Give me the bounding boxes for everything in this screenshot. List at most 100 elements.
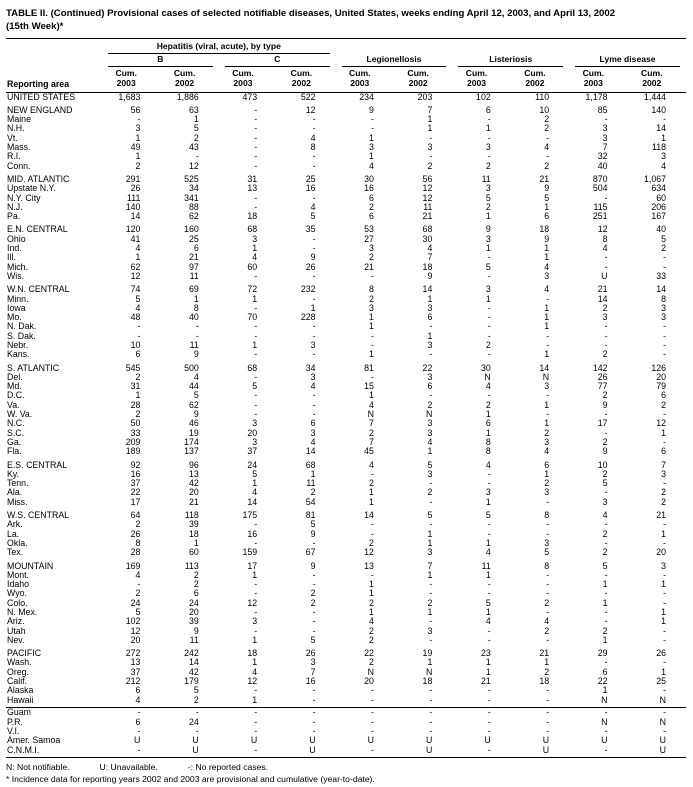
value-cell: 2 xyxy=(310,597,316,608)
value-cell: 1 xyxy=(485,537,491,548)
value-cell: - xyxy=(429,519,433,530)
value-cell: 21 xyxy=(656,510,666,521)
value-cell: 4 xyxy=(485,616,491,627)
value-cell: - xyxy=(487,270,491,281)
value-cell: 1 xyxy=(427,114,433,125)
value-cell: 3 xyxy=(369,142,374,153)
value-cell: 28 xyxy=(130,399,141,410)
value-cell: 21 xyxy=(539,648,550,659)
table-row: Kans. 6 9 - - 1 - - 1 2 - xyxy=(6,349,686,359)
value-cell: 81 xyxy=(305,510,316,521)
value-cell: 4 xyxy=(193,371,199,382)
value-cell: 1 xyxy=(252,569,258,580)
value-cell: 68 xyxy=(422,224,433,235)
value-cell: - xyxy=(663,685,666,696)
reporting-area-cell: Okla. xyxy=(7,538,28,548)
value-cell: 42 xyxy=(188,478,199,489)
value-cell: 3 xyxy=(252,436,258,447)
value-cell: 19 xyxy=(188,427,199,438)
value-cell: 12 xyxy=(247,676,258,687)
column-header: Cum. 2002 xyxy=(627,66,686,93)
value-cell: 3 xyxy=(485,233,491,244)
value-cell: - xyxy=(546,707,550,718)
reporting-area-cell: R.I. xyxy=(7,152,21,162)
footnote-unavailable: U: Unavailable. xyxy=(99,762,158,773)
reporting-area-cell: Wyo. xyxy=(7,589,27,599)
reporting-area-cell: Ala. xyxy=(7,488,23,498)
value-cell: - xyxy=(604,114,608,125)
value-cell: 2 xyxy=(544,666,550,677)
value-cell: 16 xyxy=(305,676,316,687)
value-cell: 6 xyxy=(135,685,141,696)
value-cell: 2 xyxy=(602,547,608,558)
value-cell: 2 xyxy=(544,427,550,438)
reporting-area-cell: Mich. xyxy=(7,262,29,272)
header-spacer xyxy=(335,38,453,54)
table-row: Ark. 2 39 - 5 - - - - - - xyxy=(6,519,686,530)
value-cell: - xyxy=(487,579,491,590)
value-cell: 5 xyxy=(135,607,141,617)
reporting-area-cell: Md. xyxy=(7,382,22,392)
value-cell: 1 xyxy=(485,211,491,222)
legionellosis-label: Legionellosis xyxy=(341,54,447,67)
value-cell: 3 xyxy=(544,487,550,498)
value-cell: 8 xyxy=(193,302,199,313)
value-cell: 2 xyxy=(427,597,433,608)
value-cell: 53 xyxy=(364,224,374,235)
table-row: MOUNTAIN 169 113 17 9 13 7 11 8 5 3 xyxy=(6,560,686,571)
value-cell: 10 xyxy=(597,459,608,470)
value-cell: 5 xyxy=(485,597,491,608)
value-cell: 18 xyxy=(247,211,258,222)
reporting-area-cell: Colo. xyxy=(7,598,28,608)
value-cell: - xyxy=(546,390,550,401)
value-cell: 18 xyxy=(247,648,258,659)
value-cell: - xyxy=(137,707,141,718)
value-cell: - xyxy=(371,707,374,718)
value-cell: 2 xyxy=(602,625,608,636)
value-cell: N xyxy=(425,409,433,420)
value-cell: - xyxy=(371,330,374,341)
value-cell: 14 xyxy=(422,284,433,295)
value-cell: 33 xyxy=(130,427,141,438)
value-cell: - xyxy=(312,707,316,718)
value-cell: 1 xyxy=(310,302,316,313)
value-cell: 7 xyxy=(369,418,374,429)
reporting-area-cell: Ga. xyxy=(7,437,22,447)
value-cell: - xyxy=(663,252,666,263)
value-cell: 26 xyxy=(597,371,608,382)
value-cell: 8 xyxy=(602,233,608,244)
value-cell: 20 xyxy=(188,607,199,617)
value-cell: - xyxy=(604,657,608,668)
value-cell: - xyxy=(312,579,316,590)
value-cell: - xyxy=(487,302,491,313)
value-cell: - xyxy=(371,569,374,580)
value-cell: 8 xyxy=(485,436,491,447)
value-cell: 1 xyxy=(485,666,491,677)
value-cell: U xyxy=(601,735,608,746)
value-cell: 4 xyxy=(369,160,374,171)
reporting-area-cell: Ill. xyxy=(7,253,16,263)
value-cell: 1 xyxy=(544,312,550,323)
value-cell: 8 xyxy=(369,284,374,295)
value-cell: - xyxy=(254,330,258,341)
value-cell: 234 xyxy=(359,91,374,102)
table-row: Idaho - 2 - - 1 - - - 1 1 xyxy=(6,579,686,590)
value-cell: 522 xyxy=(300,91,316,102)
table-row: La. 26 18 16 9 - 1 - - 2 1 xyxy=(6,529,686,539)
table-row: Conn. 2 12 - - 4 2 2 2 40 4 xyxy=(6,160,686,171)
value-cell: 228 xyxy=(300,312,316,323)
value-cell: 2 xyxy=(369,427,374,438)
table-row: N.J. 140 88 - 4 2 11 2 1 115 206 xyxy=(6,202,686,212)
value-cell: 500 xyxy=(184,362,199,373)
value-cell: 7 xyxy=(427,560,433,571)
value-cell: 21 xyxy=(597,284,608,295)
reporting-area-cell: Wash. xyxy=(7,658,32,668)
table-row: E.N. CENTRAL 120 160 68 35 53 68 9 18 12 40 xyxy=(6,224,686,235)
value-cell: 3 xyxy=(661,151,666,162)
value-cell: - xyxy=(312,270,316,281)
value-cell: 14 xyxy=(656,284,666,295)
value-cell: 1 xyxy=(427,123,433,134)
value-cell: 20 xyxy=(247,427,258,438)
table-row: Alaska 6 5 - - - - - - 1 - xyxy=(6,685,686,696)
reporting-area-cell: La. xyxy=(7,529,20,539)
